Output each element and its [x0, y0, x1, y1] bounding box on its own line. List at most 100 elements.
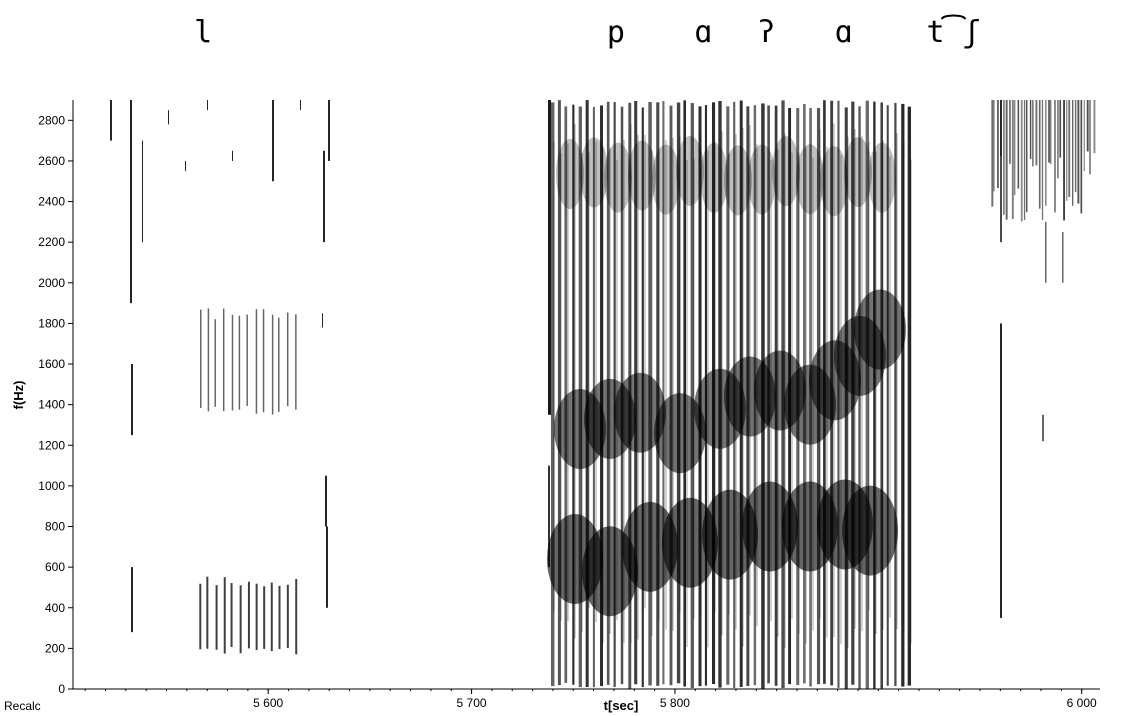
spectro-mark [553, 141, 555, 612]
formant-blob [580, 137, 608, 208]
spectro-mark [230, 582, 233, 648]
spectro-mark [1020, 100, 1023, 222]
spectro-mark [548, 465, 550, 568]
spectro-mark [131, 567, 133, 633]
spectro-mark [1054, 100, 1056, 213]
formant-blob [748, 144, 776, 215]
formant-blob [842, 485, 898, 576]
spectro-mark [865, 100, 869, 689]
y-tick-label: 2400 [38, 195, 65, 209]
spectro-mark [1014, 100, 1016, 196]
spectro-mark [1066, 100, 1068, 201]
y-tick-label: 1000 [38, 479, 65, 493]
y-tick-label: 1200 [38, 438, 65, 452]
formant-blob [622, 501, 678, 592]
formant-blob [556, 138, 584, 209]
formant-blob [724, 145, 752, 216]
spectro-mark [910, 159, 912, 644]
y-tick-label: 0 [58, 682, 65, 696]
x-tick-label: 5 700 [457, 696, 487, 710]
y-tick-label: 2000 [38, 276, 65, 290]
spectro-mark [880, 102, 883, 689]
y-tick-label: 1600 [38, 357, 65, 371]
y-tick-label: 600 [45, 560, 65, 574]
spectro-mark [278, 317, 280, 412]
spectro-mark [1029, 100, 1032, 159]
spectro-mark [323, 150, 325, 243]
spectro-mark [1000, 323, 1002, 618]
spectro-mark [272, 100, 274, 182]
formant-blob [820, 146, 848, 217]
y-tick-label: 800 [45, 520, 65, 534]
formant-blob [868, 142, 896, 213]
spectro-mark [215, 585, 218, 650]
spectro-mark [1038, 100, 1041, 209]
spectro-mark [679, 136, 681, 613]
spectro-mark [1023, 100, 1026, 221]
spectro-mark [110, 100, 112, 141]
spectro-mark [595, 141, 597, 623]
spectro-mark [567, 143, 569, 622]
spectro-mark [231, 314, 234, 411]
spectro-mark [207, 100, 208, 111]
y-axis-label: f(Hz) [11, 381, 26, 410]
phonetic-label: l [194, 15, 212, 50]
spectro-mark [1045, 100, 1047, 206]
spectro-mark [255, 583, 258, 651]
spectro-mark [873, 101, 876, 689]
spectro-mark [997, 100, 999, 189]
spectro-mark [1072, 100, 1074, 206]
spectro-mark [300, 100, 301, 111]
formant-blob [844, 137, 872, 208]
spectro-mark [886, 105, 889, 686]
phonetic-label: ɑ [694, 15, 712, 50]
spectro-mark [903, 140, 905, 633]
phonetic-label: p [607, 15, 625, 50]
spectro-mark [1042, 414, 1044, 442]
recalc-label[interactable]: Recalc [4, 699, 41, 713]
formant-blob [700, 142, 728, 213]
formant-blob [676, 135, 704, 206]
spectro-mark [1035, 100, 1038, 166]
y-tick-label: 1800 [38, 316, 65, 330]
y-tick-label: 1400 [38, 398, 65, 412]
spectro-mark [1093, 100, 1096, 154]
spectro-mark [1045, 221, 1047, 283]
spectro-mark [222, 308, 225, 412]
spectro-mark [325, 475, 327, 527]
spectro-mark [1077, 100, 1080, 204]
formant-blob [796, 144, 824, 215]
spectro-mark [669, 105, 673, 686]
formant-blob [614, 372, 666, 453]
spectro-mark [239, 585, 242, 654]
spectro-mark [214, 319, 216, 407]
formant-blob [654, 393, 706, 474]
spectro-mark [263, 586, 266, 649]
spectro-mark [142, 140, 143, 243]
y-tick-label: 2200 [38, 235, 65, 249]
spectro-mark [207, 308, 210, 412]
spectro-mark [1086, 100, 1089, 152]
spectro-mark [1089, 100, 1091, 175]
y-tick-label: 2600 [38, 154, 65, 168]
spectro-mark [557, 100, 561, 686]
spectro-mark [1011, 100, 1014, 219]
spectro-mark [901, 103, 905, 687]
spectro-mark [328, 100, 330, 161]
y-tick-label: 200 [45, 641, 65, 655]
spectro-mark [131, 364, 133, 436]
spectro-mark [1059, 100, 1062, 158]
spectrogram-plot [110, 100, 1096, 689]
spectro-mark [271, 314, 274, 415]
y-tick-label: 2800 [38, 113, 65, 127]
spectro-mark [206, 576, 209, 649]
spectro-mark [588, 152, 590, 608]
spectro-mark [1074, 100, 1077, 193]
spectro-mark [690, 103, 694, 688]
spectro-mark [255, 309, 258, 414]
y-axis-ticks: 0 200 400 600 800 1000 1200 1400 1600 1800 2000 220… [38, 113, 73, 696]
spectro-mark [993, 100, 995, 192]
spectro-mark [286, 584, 289, 648]
spectro-mark [232, 150, 233, 161]
spectro-mark [1050, 100, 1052, 165]
